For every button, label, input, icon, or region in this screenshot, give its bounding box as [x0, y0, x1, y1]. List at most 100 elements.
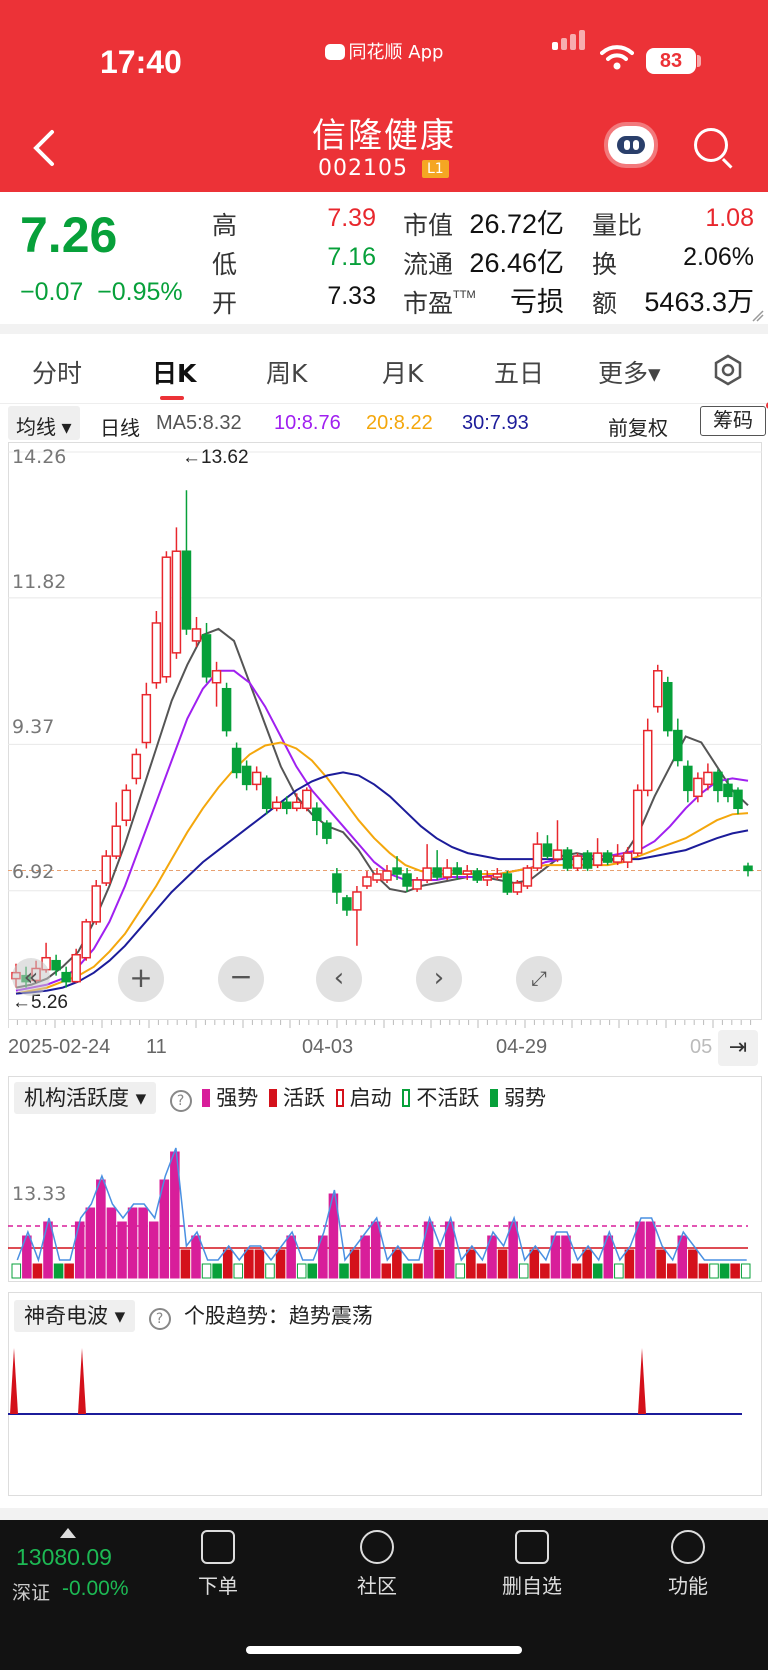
- tab-more[interactable]: 更多▾: [598, 359, 661, 388]
- activity-bar: [381, 1263, 392, 1279]
- chips-button[interactable]: 筹码: [700, 406, 766, 436]
- max-price-mark: ←13.62: [182, 447, 249, 468]
- candle: [161, 556, 172, 678]
- candle: [512, 882, 523, 893]
- candle: [151, 622, 162, 684]
- wave-help-icon[interactable]: ?: [148, 1308, 171, 1330]
- candle: [522, 867, 533, 887]
- activity-bar: [434, 1249, 444, 1279]
- activity-chart[interactable]: [8, 1110, 762, 1282]
- activity-bar: [85, 1207, 96, 1279]
- activity-bar: [201, 1263, 212, 1279]
- status-time: 17:40: [100, 44, 182, 80]
- tab-intraday[interactable]: 分时: [32, 359, 83, 388]
- candle: [532, 843, 543, 869]
- activity-bar: [307, 1263, 318, 1279]
- activity-bar: [540, 1263, 550, 1279]
- y-label-3: 9.37: [12, 716, 55, 738]
- fullscreen-icon[interactable]: ⤢: [516, 956, 562, 1002]
- stock-code: 002105: [318, 156, 408, 181]
- adjust-mode[interactable]: 前复权: [608, 418, 668, 440]
- expand-corner-icon[interactable]: [752, 310, 764, 322]
- back-icon[interactable]: [30, 128, 56, 175]
- candle: [582, 852, 593, 869]
- candle: [452, 867, 462, 875]
- activity-bar: [127, 1207, 138, 1279]
- candle: [91, 885, 101, 923]
- home-indicator: [246, 1646, 522, 1654]
- kline-chart[interactable]: [8, 442, 762, 1020]
- index-value[interactable]: 13080.09: [16, 1544, 112, 1570]
- activity-bar: [592, 1263, 603, 1279]
- candle: [642, 729, 653, 792]
- candle: [482, 876, 493, 881]
- candle: [81, 921, 91, 959]
- activity-bar: [32, 1263, 43, 1279]
- candle: [673, 729, 683, 762]
- activity-bar: [339, 1263, 349, 1279]
- mcap-value: 26.72亿: [469, 209, 564, 239]
- candle: [382, 870, 392, 881]
- candle: [422, 867, 432, 881]
- activity-selector[interactable]: 机构活跃度 ▾: [14, 1082, 157, 1114]
- zoom-out-icon[interactable]: −: [218, 956, 264, 1002]
- change-value: −0.07: [20, 278, 84, 306]
- remove-watchlist-label: 删自选: [502, 1574, 562, 1598]
- activity-bar: [370, 1221, 381, 1279]
- mcap-label: 市值: [403, 212, 454, 240]
- activity-bar: [392, 1249, 402, 1279]
- candle: [392, 867, 402, 875]
- pan-left-icon[interactable]: ‹: [316, 956, 362, 1002]
- pe-value: 亏损: [510, 287, 564, 317]
- activity-bar: [106, 1207, 117, 1279]
- collapse-icon[interactable]: «: [12, 958, 50, 996]
- activity-bar: [688, 1249, 698, 1279]
- tab-five-day[interactable]: 五日: [494, 359, 545, 388]
- order-icon: [201, 1530, 235, 1564]
- x-label-start: 2025-02-24: [8, 1036, 111, 1058]
- remove-watchlist-button[interactable]: 删自选: [482, 1530, 582, 1599]
- functions-label: 功能: [668, 1574, 708, 1598]
- jump-to-latest-icon[interactable]: ⇥: [718, 1030, 758, 1066]
- y-label-top: 14.26: [12, 446, 67, 468]
- settings-icon[interactable]: [712, 354, 744, 386]
- pe-label-text: 市盈: [403, 290, 454, 318]
- activity-bar: [349, 1249, 360, 1279]
- ma5-value: MA5:8.32: [156, 412, 242, 434]
- activity-bar: [402, 1263, 413, 1279]
- wave-chart: [8, 1348, 742, 1415]
- order-label: 下单: [198, 1574, 238, 1598]
- activity-bar: [74, 1221, 85, 1279]
- candle: [552, 849, 563, 860]
- activity-bar: [730, 1263, 740, 1279]
- activity-bar: [265, 1263, 275, 1279]
- zoom-in-icon[interactable]: +: [118, 956, 164, 1002]
- candle: [121, 789, 132, 821]
- vr-label: 量比: [592, 212, 643, 240]
- tab-daily-k[interactable]: 日K: [152, 359, 197, 388]
- pan-right-icon[interactable]: ›: [416, 956, 462, 1002]
- activity-bar: [413, 1263, 423, 1279]
- activity-y-label: 13.33: [12, 1183, 67, 1205]
- candle: [71, 953, 81, 983]
- candle: [141, 693, 152, 744]
- app-name: 同花顺 App: [0, 38, 768, 64]
- order-button[interactable]: 下单: [168, 1530, 268, 1599]
- tab-monthly-k[interactable]: 月K: [382, 359, 424, 388]
- activity-bar: [497, 1249, 508, 1279]
- functions-icon: [671, 1530, 705, 1564]
- candle: [663, 681, 673, 732]
- index-expand-icon[interactable]: [60, 1528, 76, 1538]
- legend-active-swatch: [268, 1089, 277, 1107]
- assistant-robot-icon[interactable]: [608, 126, 654, 164]
- community-button[interactable]: 社区: [327, 1530, 427, 1599]
- search-icon[interactable]: [694, 128, 728, 162]
- candle: [332, 873, 342, 893]
- functions-button[interactable]: 功能: [638, 1530, 738, 1599]
- help-icon[interactable]: ?: [169, 1090, 192, 1112]
- wave-selector[interactable]: 神奇电波 ▾: [14, 1300, 136, 1332]
- tab-weekly-k[interactable]: 周K: [266, 359, 308, 388]
- candle: [442, 867, 452, 878]
- ma-selector[interactable]: 均线 ▾: [8, 406, 80, 440]
- x-label-05: 05: [690, 1036, 713, 1058]
